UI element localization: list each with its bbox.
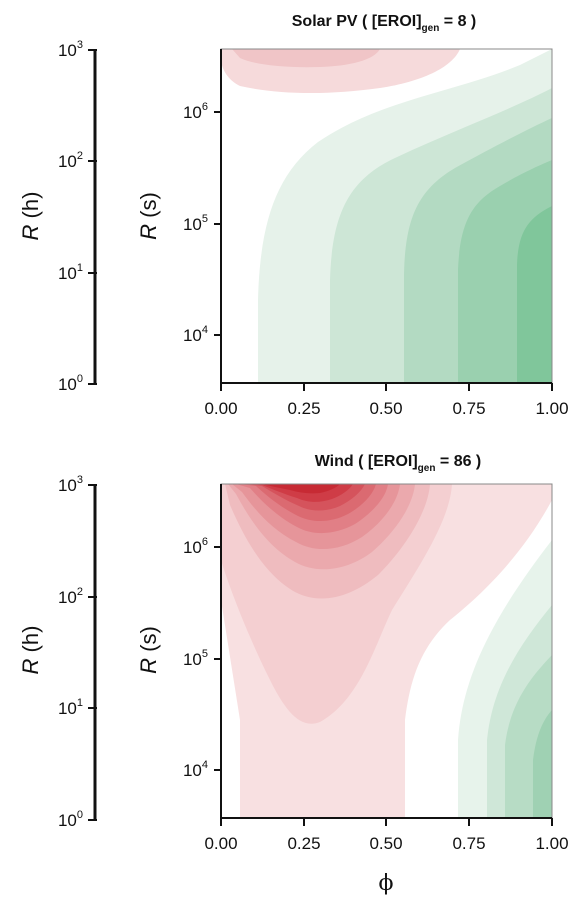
contour-field bbox=[221, 484, 552, 818]
y-tick: 106 bbox=[183, 101, 221, 122]
svg-text:0.50: 0.50 bbox=[369, 399, 402, 418]
contour-band-positive bbox=[533, 710, 552, 818]
contour-band-negative bbox=[262, 484, 340, 494]
secondary-y-tick: 103 bbox=[58, 39, 97, 60]
svg-text:104: 104 bbox=[183, 759, 208, 780]
y-axis-label: R (s) bbox=[136, 626, 161, 674]
contour-band-positive bbox=[517, 206, 552, 383]
x-tick: 0.75 bbox=[452, 818, 486, 853]
secondary-y-tick: 101 bbox=[58, 697, 97, 718]
svg-text:106: 106 bbox=[183, 101, 208, 122]
x-tick: 0.25 bbox=[287, 818, 321, 853]
panel-title: Wind ( [EROI]gen = 86 ) bbox=[315, 453, 482, 474]
svg-text:105: 105 bbox=[183, 648, 208, 669]
svg-text:0.75: 0.75 bbox=[452, 834, 485, 853]
svg-text:103: 103 bbox=[58, 474, 83, 495]
svg-text:0.00: 0.00 bbox=[204, 834, 237, 853]
x-axis-label: ϕ bbox=[379, 871, 394, 896]
secondary-y-tick: 102 bbox=[58, 150, 97, 171]
contour-band-negative bbox=[232, 49, 380, 68]
svg-text:101: 101 bbox=[58, 697, 83, 718]
secondary-y-axis-label: R (h) bbox=[18, 626, 43, 675]
x-tick: 1.00 bbox=[535, 383, 569, 418]
y-tick: 104 bbox=[183, 759, 221, 780]
svg-text:0.00: 0.00 bbox=[204, 399, 237, 418]
svg-text:103: 103 bbox=[58, 39, 83, 60]
panel-solar-pv: Solar PV ( [EROI]gen = 8 ) 104 105 106 bbox=[18, 13, 569, 418]
svg-text:102: 102 bbox=[58, 586, 83, 607]
contour-field bbox=[221, 49, 552, 383]
svg-text:1.00: 1.00 bbox=[535, 399, 568, 418]
y-tick: 106 bbox=[183, 536, 221, 557]
x-tick: 0.25 bbox=[287, 383, 321, 418]
x-tick: 0.75 bbox=[452, 383, 486, 418]
svg-text:101: 101 bbox=[58, 262, 83, 283]
y-tick: 104 bbox=[183, 324, 221, 345]
svg-text:105: 105 bbox=[183, 213, 208, 234]
svg-text:104: 104 bbox=[183, 324, 208, 345]
secondary-y-tick: 102 bbox=[58, 586, 97, 607]
y-tick: 105 bbox=[183, 648, 221, 669]
secondary-y-tick: 103 bbox=[58, 474, 97, 495]
panel-wind: Wind ( [EROI]gen = 86 ) 104 bbox=[18, 453, 569, 853]
secondary-y-axis-label: R (h) bbox=[18, 192, 43, 241]
svg-text:0.25: 0.25 bbox=[287, 834, 320, 853]
secondary-y-tick: 100 bbox=[58, 373, 97, 394]
x-tick: 0.00 bbox=[204, 383, 238, 418]
svg-text:1.00: 1.00 bbox=[535, 834, 568, 853]
svg-text:100: 100 bbox=[58, 373, 83, 394]
svg-text:0.75: 0.75 bbox=[452, 399, 485, 418]
svg-text:100: 100 bbox=[58, 809, 83, 830]
x-tick: 0.00 bbox=[204, 818, 238, 853]
x-tick: 0.50 bbox=[369, 383, 403, 418]
y-tick: 105 bbox=[183, 213, 221, 234]
x-tick: 0.50 bbox=[369, 818, 403, 853]
x-tick: 1.00 bbox=[535, 818, 569, 853]
svg-text:0.25: 0.25 bbox=[287, 399, 320, 418]
svg-text:102: 102 bbox=[58, 150, 83, 171]
svg-text:106: 106 bbox=[183, 536, 208, 557]
secondary-y-tick: 100 bbox=[58, 809, 97, 830]
y-axis-label: R (s) bbox=[136, 192, 161, 240]
panel-title: Solar PV ( [EROI]gen = 8 ) bbox=[292, 13, 476, 34]
svg-text:0.50: 0.50 bbox=[369, 834, 402, 853]
secondary-y-tick: 101 bbox=[58, 262, 97, 283]
